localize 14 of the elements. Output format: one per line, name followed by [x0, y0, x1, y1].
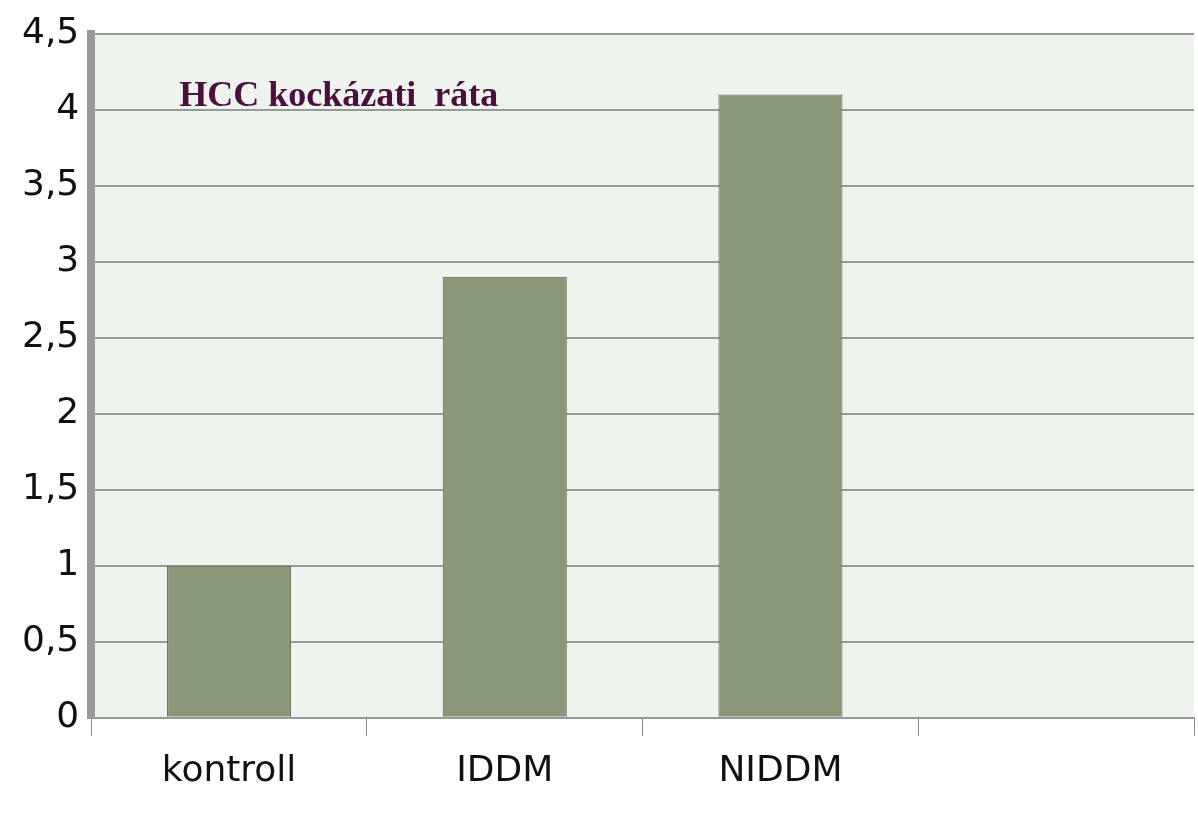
x-tick-label: kontroll — [161, 747, 297, 789]
y-tick-label: 4,5 — [21, 9, 80, 51]
y-tick-label: 3,5 — [21, 162, 80, 203]
text: HCC kockázati ráta — [179, 73, 499, 114]
x-tick-label: NIDDM — [718, 747, 843, 789]
y-tick-label: 2 — [56, 390, 80, 432]
y-tick-label: 4 — [56, 85, 80, 127]
y-tick-label: 2,5 — [21, 314, 80, 356]
y-tick-label: 1 — [56, 542, 80, 584]
y-tick-label: 3 — [56, 238, 80, 280]
y-tick-label: 0 — [56, 694, 80, 736]
y-tick-label: 0,5 — [21, 618, 80, 660]
y-tick-label: 1,5 — [21, 466, 80, 508]
x-tick-label: IDDM — [456, 747, 554, 789]
